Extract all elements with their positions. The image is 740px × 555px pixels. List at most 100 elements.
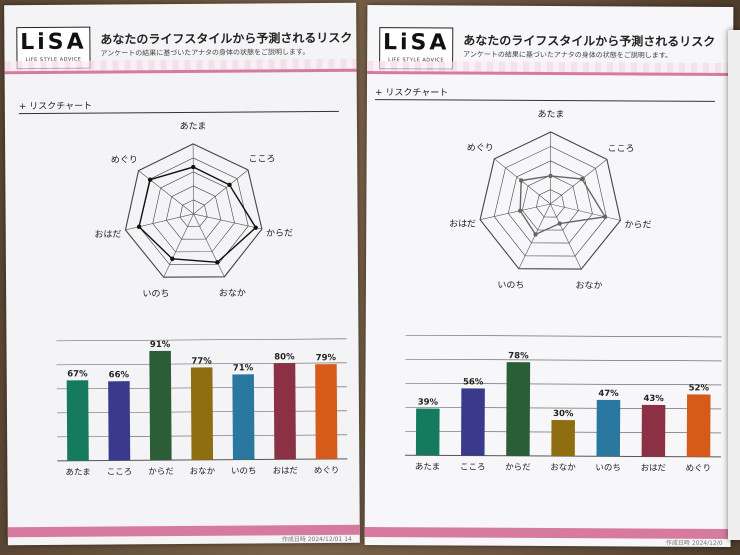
radar-point — [579, 176, 585, 182]
radar-point — [533, 232, 538, 237]
radar-spoke — [193, 213, 262, 230]
bar — [273, 363, 296, 460]
next-page-edge — [728, 30, 740, 540]
bar-gridline — [56, 338, 347, 342]
report-page-right: LiSA LIFE STYLE ADVICE あなたのライフスタイルから予測され… — [364, 5, 734, 547]
header-divider — [367, 71, 734, 76]
radar-axis-label: あたま — [180, 121, 207, 132]
radar-spoke — [193, 169, 249, 215]
page-subtitle: アンケートの結果に基づいたアナタの身体の状態をご説明します。 — [100, 48, 310, 58]
logo-main-text: LiSA — [382, 30, 450, 56]
radar-ring — [521, 174, 579, 231]
radar-axis-label: めぐり — [111, 154, 138, 165]
section-divider — [374, 99, 715, 102]
radar-point — [253, 225, 258, 230]
logo-main-text: LiSA — [20, 29, 87, 56]
footer-date: 作成日時 2024/12/01 14 — [281, 535, 352, 544]
radar-axis-label: おはだ — [94, 229, 121, 240]
bar-value-label: 80% — [274, 352, 295, 362]
plus-icon: + — [374, 88, 386, 99]
bar-chart-right: 39% あたま 56% こころ 78% からだ 30% おなか 47% いのち 43% おはだ 52% め… — [405, 334, 722, 474]
radar-spoke — [163, 213, 194, 278]
page-title: あなたのライフスタイルから予測されるリスク — [463, 33, 716, 49]
bar-category-label: からだ — [148, 467, 174, 477]
bar-category-label: めぐり — [314, 466, 340, 476]
radar-axis-label: めぐり — [467, 142, 494, 153]
bar — [190, 367, 214, 460]
bar-value-label: 30% — [553, 409, 574, 419]
bar-category-label: おなか — [550, 463, 576, 473]
bar — [415, 408, 440, 456]
bar-category-label: からだ — [505, 463, 531, 473]
radar-ring — [166, 185, 222, 240]
radar-axis-label: こころ — [248, 153, 275, 164]
radar-axis-label: からだ — [624, 219, 651, 230]
radar-series-line — [519, 175, 607, 236]
report-page-left: LiSA LIFE STYLE ADVICE あなたのライフスタイルから予測され… — [4, 2, 360, 546]
bar-chart-left: 67% あたま 66% こころ 91% からだ 77% おなか 71% いのち 80% おはだ 79% め… — [56, 338, 348, 478]
bar-category-label: いのち — [595, 463, 621, 473]
radar-spoke — [550, 159, 608, 205]
bar-value-label: 43% — [643, 394, 664, 404]
radar-ring — [507, 160, 593, 244]
bar-category-label: あたま — [65, 468, 90, 478]
radar-ring — [179, 199, 208, 227]
bar — [596, 399, 621, 457]
bar-category-label: こころ — [460, 463, 486, 473]
radar-ring — [152, 171, 235, 253]
radar-spoke — [550, 203, 582, 270]
radar-ring — [535, 189, 565, 218]
radar-ring — [124, 143, 263, 278]
bar-value-label: 91% — [150, 340, 171, 350]
radar-point — [147, 177, 153, 182]
bar — [232, 374, 255, 460]
radar-point — [548, 173, 553, 179]
radar-ring — [493, 146, 607, 257]
radar-point — [136, 224, 142, 229]
radar-spoke — [480, 203, 551, 220]
radar-axis-label: おはだ — [449, 219, 476, 230]
radar-point — [191, 164, 196, 170]
bar-value-label: 56% — [463, 377, 484, 387]
bar-value-label: 66% — [109, 370, 130, 380]
bar — [506, 362, 531, 456]
radar-axis-label: こころ — [607, 143, 634, 154]
radar-spoke — [125, 213, 194, 231]
bar-category-label: あたま — [415, 462, 440, 472]
radar-axis-label: おなか — [219, 288, 246, 299]
radar-point — [170, 256, 175, 262]
radar-spoke — [138, 170, 194, 215]
bar-gridline — [405, 358, 722, 362]
radar-series-line — [138, 166, 257, 264]
bar — [686, 394, 711, 457]
page-subtitle: アンケートの結果に基づいたアナタの身体の状態をご説明します。 — [463, 50, 673, 60]
radar-spoke — [193, 213, 225, 277]
bar — [108, 381, 131, 461]
bar-value-label: 78% — [508, 351, 529, 361]
bar-gridline — [405, 334, 722, 338]
section-title: + リスクチャート — [375, 85, 448, 98]
bar — [551, 420, 575, 457]
radar-point — [602, 214, 608, 219]
bar-category-label: おはだ — [641, 463, 667, 473]
bar-category-label: めぐり — [686, 464, 712, 474]
radar-spoke — [550, 203, 621, 221]
page-title: あなたのライフスタイルから予測されるリスク — [100, 30, 353, 47]
bar — [66, 380, 89, 461]
radar-axis-label: おなか — [575, 280, 602, 291]
bar-category-label: こころ — [107, 467, 133, 477]
bar-category-label: おはだ — [273, 466, 299, 476]
radar-axis-label: からだ — [266, 228, 293, 239]
bar-value-label: 67% — [67, 369, 88, 379]
footer-date: 作成日時 2024/12/0 — [665, 539, 723, 547]
bar — [315, 364, 338, 460]
bar-category-label: いのち — [231, 466, 257, 476]
bar-value-label: 77% — [191, 356, 212, 366]
section-title: + リスクチャート — [19, 99, 92, 113]
bar-category-label: おなか — [190, 467, 216, 477]
radar-axis-label: いのち — [142, 288, 169, 299]
radar-point — [227, 182, 232, 188]
bar-value-label: 47% — [598, 389, 619, 399]
